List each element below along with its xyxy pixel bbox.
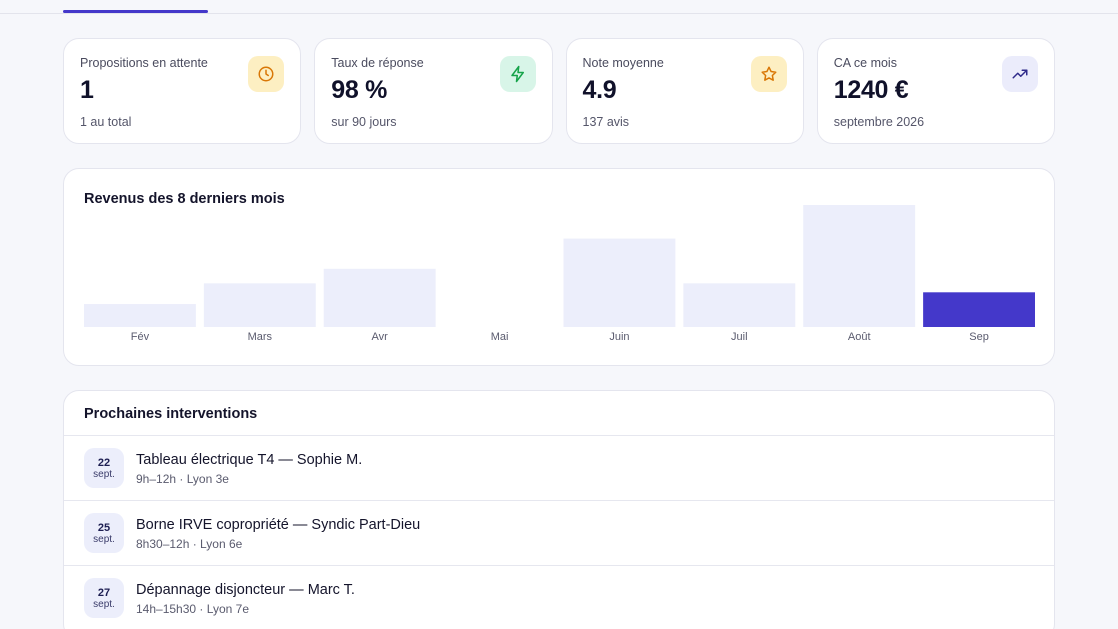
chart-x-label: Juil <box>731 331 748 343</box>
list-item[interactable]: 22 sept. Tableau électrique T4 — Sophie … <box>64 435 1054 500</box>
date-month: sept. <box>93 598 115 610</box>
stat-sub: sur 90 jours <box>331 115 397 129</box>
top-navigation <box>0 0 1118 14</box>
chart-x-label: Sep <box>969 331 989 343</box>
chart-x-label: Avr <box>371 331 388 343</box>
stat-sub: 1 au total <box>80 115 132 129</box>
stat-card-pending[interactable]: Propositions en attente 1 1 au total <box>63 38 302 144</box>
chart-x-label: Fév <box>130 331 150 343</box>
chart-bar[interactable] <box>923 292 1035 327</box>
chart-bar[interactable] <box>323 268 436 327</box>
interventions-list: 22 sept. Tableau électrique T4 — Sophie … <box>64 435 1054 629</box>
revenue-chart-panel: Revenus des 8 derniers mois Fév Mars Avr Ma… <box>63 168 1055 366</box>
list-item[interactable]: 25 sept. Borne IRVE copropriété — Syndic… <box>64 500 1054 565</box>
stat-value: 4.9 <box>582 76 617 104</box>
chart-x-labels: Fév Mars Avr Mai Juin Juil Août Sep <box>84 331 1035 347</box>
clock-icon <box>248 56 285 92</box>
date-day: 25 <box>97 521 111 534</box>
stat-label: Taux de réponse <box>331 56 424 70</box>
stat-value: 98 % <box>331 76 388 104</box>
intervention-title: Borne IRVE copropriété — Syndic Part-Die… <box>136 517 421 533</box>
chart-bar[interactable] <box>563 238 676 327</box>
stat-value: 1240 € <box>833 76 909 104</box>
date-month: sept. <box>93 468 115 480</box>
date-badge: 25 sept. <box>84 513 124 553</box>
date-badge: 22 sept. <box>84 448 124 488</box>
chart-x-label: Mai <box>490 331 509 343</box>
stat-label: Propositions en attente <box>80 56 208 70</box>
stat-card-rating[interactable]: Note moyenne 4.9 137 avis <box>565 38 804 144</box>
chart-bar[interactable] <box>84 304 196 327</box>
lightning-icon <box>499 56 536 92</box>
stats-cards: Propositions en attente 1 1 au total Tau… <box>63 38 1055 144</box>
stat-card-response-rate[interactable]: Taux de réponse 98 % sur 90 jours <box>314 38 553 144</box>
stat-label: CA ce mois <box>833 56 897 70</box>
star-icon <box>750 56 787 92</box>
date-day: 22 <box>97 456 111 469</box>
chart-x-label: Août <box>847 331 871 343</box>
stat-sub: septembre 2026 <box>833 115 925 129</box>
stat-value: 1 <box>80 76 94 104</box>
upcoming-interventions-panel: Prochaines interventions 22 sept. Tablea… <box>63 390 1055 629</box>
date-badge: 27 sept. <box>84 578 124 618</box>
chart-bar[interactable] <box>803 205 916 327</box>
intervention-title: Tableau électrique T4 — Sophie M. <box>136 452 363 468</box>
chart-title: Revenus des 8 derniers mois <box>84 191 285 207</box>
list-item[interactable]: 27 sept. Dépannage disjoncteur — Marc T.… <box>64 565 1054 629</box>
chart-x-label: Juin <box>609 331 630 343</box>
chart-x-label: Mars <box>247 331 273 343</box>
date-month: sept. <box>93 533 115 545</box>
intervention-meta: 8h30–12h · Lyon 6e <box>136 537 243 551</box>
intervention-meta: 14h–15h30 · Lyon 7e <box>136 602 249 616</box>
active-tab-indicator <box>63 10 208 13</box>
stat-sub: 137 avis <box>582 115 630 129</box>
revenue-bar-chart <box>84 205 1035 327</box>
intervention-title: Dépannage disjoncteur — Marc T. <box>136 582 355 598</box>
stat-label: Note moyenne <box>582 56 664 70</box>
date-day: 27 <box>97 586 111 599</box>
intervention-meta: 9h–12h · Lyon 3e <box>136 472 229 486</box>
chart-bar[interactable] <box>203 283 316 327</box>
upcoming-title: Prochaines interventions <box>84 406 258 422</box>
trending-up-icon <box>1002 56 1038 92</box>
chart-bar[interactable] <box>683 283 796 327</box>
stat-card-revenue[interactable]: CA ce mois 1240 € septembre 2026 <box>816 38 1055 144</box>
